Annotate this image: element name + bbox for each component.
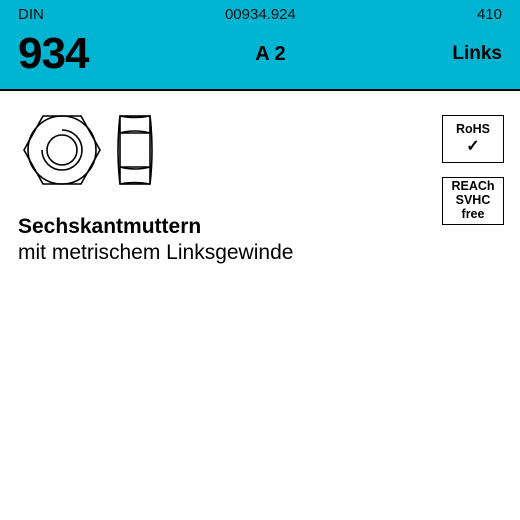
material-grade: A 2 <box>255 43 285 66</box>
reach-line2: SVHC <box>456 194 491 208</box>
hex-nut-side-view <box>114 109 158 191</box>
compliance-badges: RoHS ✓ REACh SVHC free <box>442 115 504 225</box>
standard-label: DIN <box>18 6 44 23</box>
code: 410 <box>477 6 502 23</box>
title-line-2: mit metrischem Linksgewinde <box>18 241 502 265</box>
article-number: 00934.924 <box>225 6 296 23</box>
reach-badge: REACh SVHC free <box>442 177 504 225</box>
technical-drawing <box>18 109 502 191</box>
rohs-label: RoHS <box>456 123 490 137</box>
header-main-row: 934 A 2 Links <box>0 25 520 91</box>
check-icon: ✓ <box>466 139 479 155</box>
reach-line1: REACh <box>451 180 494 194</box>
header-band: DIN 00934.924 410 934 A 2 Links <box>0 0 520 91</box>
rohs-badge: RoHS ✓ <box>442 115 504 163</box>
product-title: Sechskantmuttern mit metrischem Linksgew… <box>18 215 502 265</box>
hex-nut-front-view <box>18 109 106 191</box>
reach-line3: free <box>462 208 485 222</box>
thread-direction: Links <box>452 43 502 65</box>
title-line-1: Sechskantmuttern <box>18 215 502 239</box>
standard-number: 934 <box>18 29 88 79</box>
content-area: RoHS ✓ REACh SVHC free Sechskantmuttern … <box>0 91 520 283</box>
header-top-row: DIN 00934.924 410 <box>0 0 520 25</box>
